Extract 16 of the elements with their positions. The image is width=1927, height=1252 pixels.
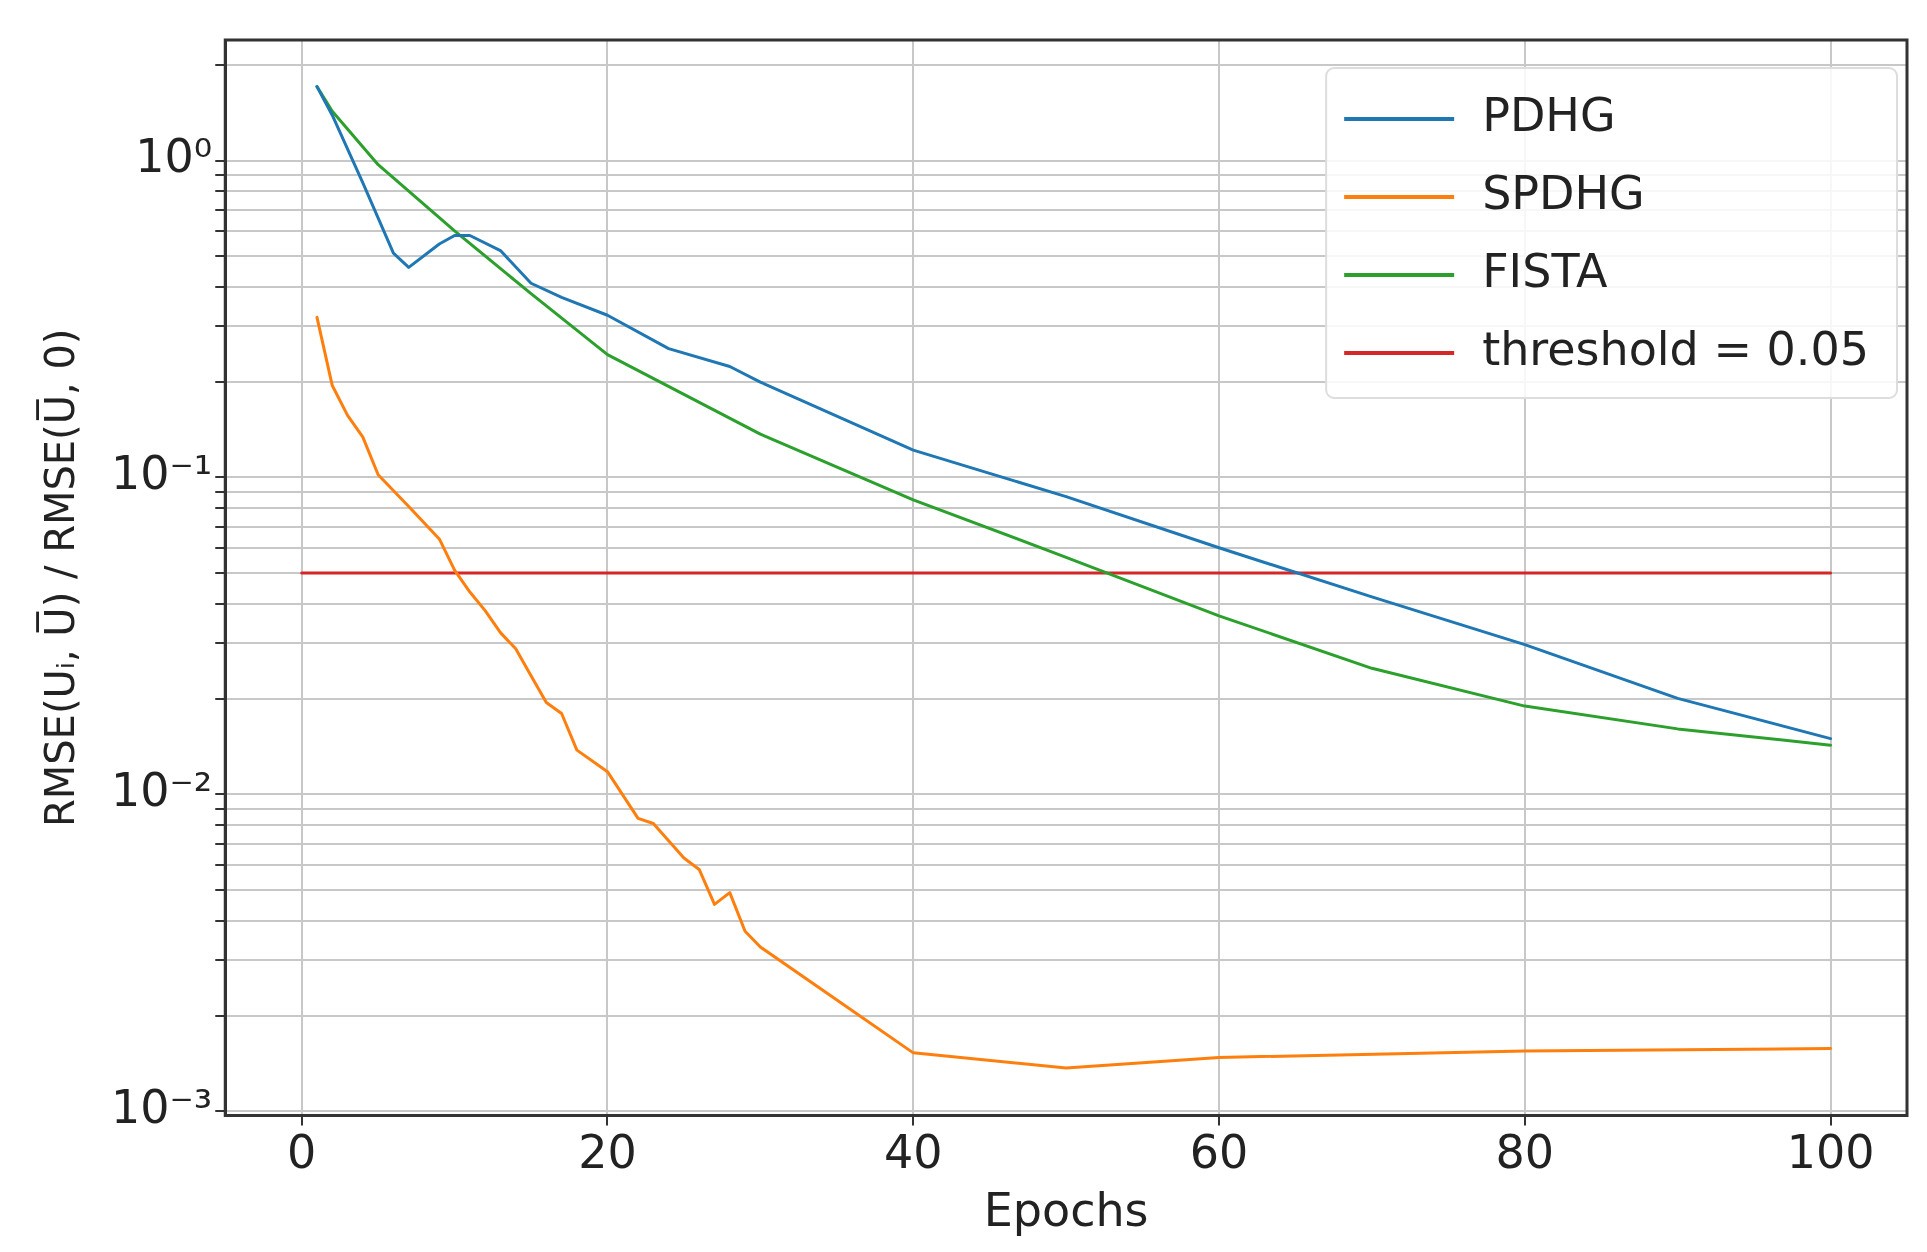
y-tick-label: 10⁻² bbox=[110, 763, 213, 818]
x-tick-label: 0 bbox=[287, 1125, 317, 1180]
y-tick-label: 10⁰ bbox=[135, 129, 213, 184]
x-tick-label: 40 bbox=[883, 1125, 943, 1180]
x-tick-label: 100 bbox=[1786, 1125, 1875, 1180]
x-tick-label: 20 bbox=[578, 1125, 637, 1180]
legend-label: FISTA bbox=[1482, 243, 1608, 298]
y-tick-label: 10⁻¹ bbox=[110, 446, 213, 501]
y-tick-label: 10⁻³ bbox=[110, 1080, 213, 1135]
legend-label: PDHG bbox=[1482, 87, 1616, 142]
legend-label: SPDHG bbox=[1482, 165, 1645, 220]
x-tick-label: 60 bbox=[1189, 1125, 1249, 1180]
x-axis-title: Epochs bbox=[983, 1183, 1149, 1238]
x-tick-label: 80 bbox=[1495, 1125, 1555, 1180]
legend-label: threshold = 0.05 bbox=[1482, 321, 1870, 376]
y-axis-title: RMSE(Uᵢ, U̅) / RMSE(U̅, 0) bbox=[36, 328, 84, 828]
